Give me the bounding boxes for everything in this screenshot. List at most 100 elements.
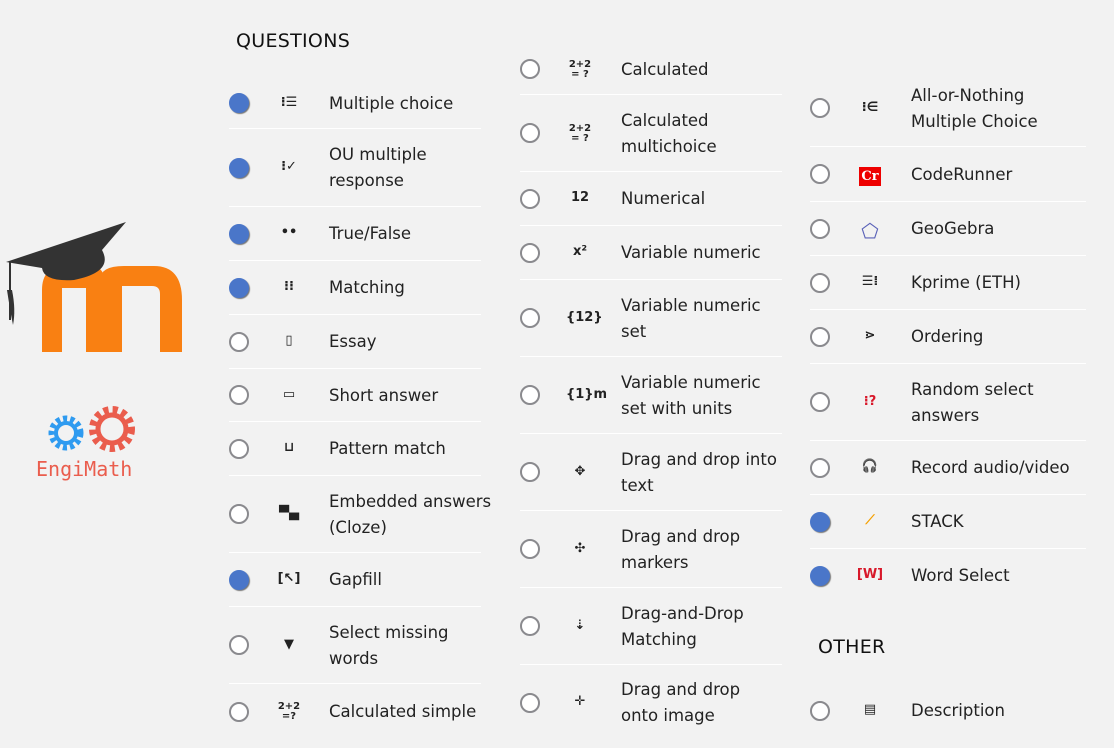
option-label: STACK: [911, 512, 964, 531]
calculated-icon: 2+2 = ?: [568, 58, 592, 80]
radio-selected[interactable]: [229, 157, 249, 178]
question-type-option[interactable]: ☰⁞ Kprime (ETH): [810, 256, 1086, 310]
question-type-option[interactable]: 2+2 = ? Calculated multichoice: [520, 95, 782, 172]
radio-unselected[interactable]: [229, 438, 249, 459]
question-type-option[interactable]: ▼ Select missing words: [229, 607, 481, 684]
question-type-option[interactable]: 2+2 = ? Calculated: [520, 44, 782, 95]
radio-unselected[interactable]: [520, 123, 540, 143]
radio-selected[interactable]: [810, 565, 830, 586]
option-label: Variable numeric set: [621, 295, 761, 341]
radio-unselected[interactable]: [520, 308, 540, 328]
question-type-option[interactable]: [↖] Gapfill: [229, 553, 481, 607]
question-type-option[interactable]: {12} Variable numeric set: [520, 280, 782, 357]
radio-selected[interactable]: [810, 511, 830, 532]
radio-unselected[interactable]: [810, 457, 830, 478]
question-type-option[interactable]: Cr CodeRunner: [810, 147, 1086, 202]
radio-unselected[interactable]: [520, 616, 540, 636]
question-type-option[interactable]: ✣ Drag and drop markers: [520, 511, 782, 588]
option-label: OU multiple response: [329, 145, 427, 190]
radio-selected[interactable]: [229, 93, 249, 113]
option-label: Multiple choice: [329, 93, 454, 113]
question-type-option[interactable]: ⁝? Random select answers: [810, 364, 1086, 441]
option-label: Calculated: [621, 59, 709, 79]
question-type-option[interactable]: ▤ Description: [810, 684, 1086, 738]
radio-unselected[interactable]: [520, 692, 540, 713]
two-dots-icon: ••: [280, 225, 298, 240]
question-type-option[interactable]: ⬠ GeoGebra: [810, 202, 1086, 256]
variable-units-icon: {1}m: [566, 386, 608, 402]
other-header: OTHER: [818, 636, 886, 658]
radio-unselected[interactable]: [520, 242, 540, 263]
matching-icon: ⁝⁝: [284, 279, 294, 294]
ordering-icon: ⋗: [864, 328, 876, 343]
question-type-option[interactable]: [W] Word Select: [810, 549, 1086, 603]
geogebra-icon: ⬠: [861, 219, 879, 243]
question-type-option[interactable]: ⁝∈ All-or-Nothing Multiple Choice: [810, 70, 1086, 147]
question-type-option[interactable]: ⊔ Pattern match: [229, 422, 481, 476]
radio-unselected[interactable]: [520, 188, 540, 209]
question-type-option[interactable]: ▀▄ Embedded answers (Cloze): [229, 476, 491, 553]
moodle-logo: [4, 220, 186, 356]
radio-unselected[interactable]: [229, 385, 249, 405]
radio-unselected[interactable]: [520, 539, 540, 559]
option-label: CodeRunner: [911, 164, 1013, 184]
option-label: Random select answers: [911, 379, 1034, 425]
radio-unselected[interactable]: [810, 218, 830, 239]
option-label: Calculated simple: [329, 702, 477, 721]
radio-unselected[interactable]: [520, 385, 540, 405]
question-type-option[interactable]: ⁝☰ Multiple choice: [229, 78, 481, 129]
description-icon: ▤: [863, 702, 877, 717]
radio-unselected[interactable]: [229, 331, 249, 352]
radio-selected[interactable]: [229, 277, 249, 298]
drag-text-icon: ✥: [574, 463, 586, 479]
radio-unselected[interactable]: [810, 700, 830, 721]
question-type-option[interactable]: 12 Numerical: [520, 172, 782, 226]
radio-unselected[interactable]: [229, 635, 249, 655]
radio-unselected[interactable]: [810, 164, 830, 184]
engimath-logo: EngiMath: [36, 405, 160, 485]
engimath-text: EngiMath: [36, 457, 133, 481]
question-type-option[interactable]: ⁝⁝ Matching: [229, 261, 481, 315]
question-type-option[interactable]: ⇣ Drag-and-Drop Matching: [520, 588, 782, 665]
radio-unselected[interactable]: [229, 504, 249, 524]
option-label: GeoGebra: [911, 219, 995, 238]
radio-unselected[interactable]: [810, 392, 830, 412]
radio-selected[interactable]: [229, 569, 249, 590]
option-label: Record audio/video: [911, 458, 1070, 477]
kprime-icon: ☰⁞: [861, 274, 879, 289]
question-type-option[interactable]: 2+2 =? Calculated simple: [229, 684, 481, 740]
radio-unselected[interactable]: [520, 462, 540, 482]
drag-matching-icon: ⇣: [574, 617, 586, 633]
option-label: Numerical: [621, 189, 706, 208]
question-type-option[interactable]: {1}m Variable numeric set with units: [520, 357, 782, 434]
drag-image-icon: ✛: [574, 694, 586, 709]
radio-unselected[interactable]: [810, 98, 830, 118]
stack-icon: ⟋: [865, 513, 875, 528]
checklist-icon: ⁝✓: [281, 159, 297, 174]
radio-unselected[interactable]: [520, 59, 540, 79]
question-type-option[interactable]: ⁝✓ OU multiple response: [229, 129, 481, 207]
question-type-option[interactable]: ⟋ STACK: [810, 495, 1086, 549]
option-label: Embedded answers (Cloze): [329, 491, 492, 537]
variable-set-icon: {12}: [566, 309, 603, 325]
option-label: True/False: [329, 224, 412, 243]
question-type-option[interactable]: ✥ Drag and drop into text: [520, 434, 782, 511]
question-type-option[interactable]: x² Variable numeric: [520, 226, 782, 280]
drag-markers-icon: ✣: [574, 540, 586, 556]
option-label: Variable numeric set with units: [621, 372, 761, 418]
question-type-option[interactable]: ▭ Short answer: [229, 369, 481, 422]
radio-unselected[interactable]: [810, 272, 830, 293]
radio-unselected[interactable]: [810, 326, 830, 347]
option-label: Matching: [329, 278, 405, 297]
question-type-option[interactable]: ✛ Drag and drop onto image: [520, 665, 782, 741]
question-type-option[interactable]: ▯ Essay: [229, 315, 481, 369]
question-type-option[interactable]: •• True/False: [229, 207, 481, 261]
gapfill-icon: [↖]: [277, 571, 301, 586]
question-type-option[interactable]: ⋗ Ordering: [810, 310, 1086, 364]
radio-selected[interactable]: [229, 223, 249, 244]
question-type-option[interactable]: 🎧 Record audio/video: [810, 441, 1086, 495]
numerical-icon: 12: [570, 190, 590, 205]
option-label: All-or-Nothing Multiple Choice: [911, 85, 1038, 131]
radio-unselected[interactable]: [229, 701, 249, 722]
option-label: Variable numeric: [621, 243, 761, 262]
